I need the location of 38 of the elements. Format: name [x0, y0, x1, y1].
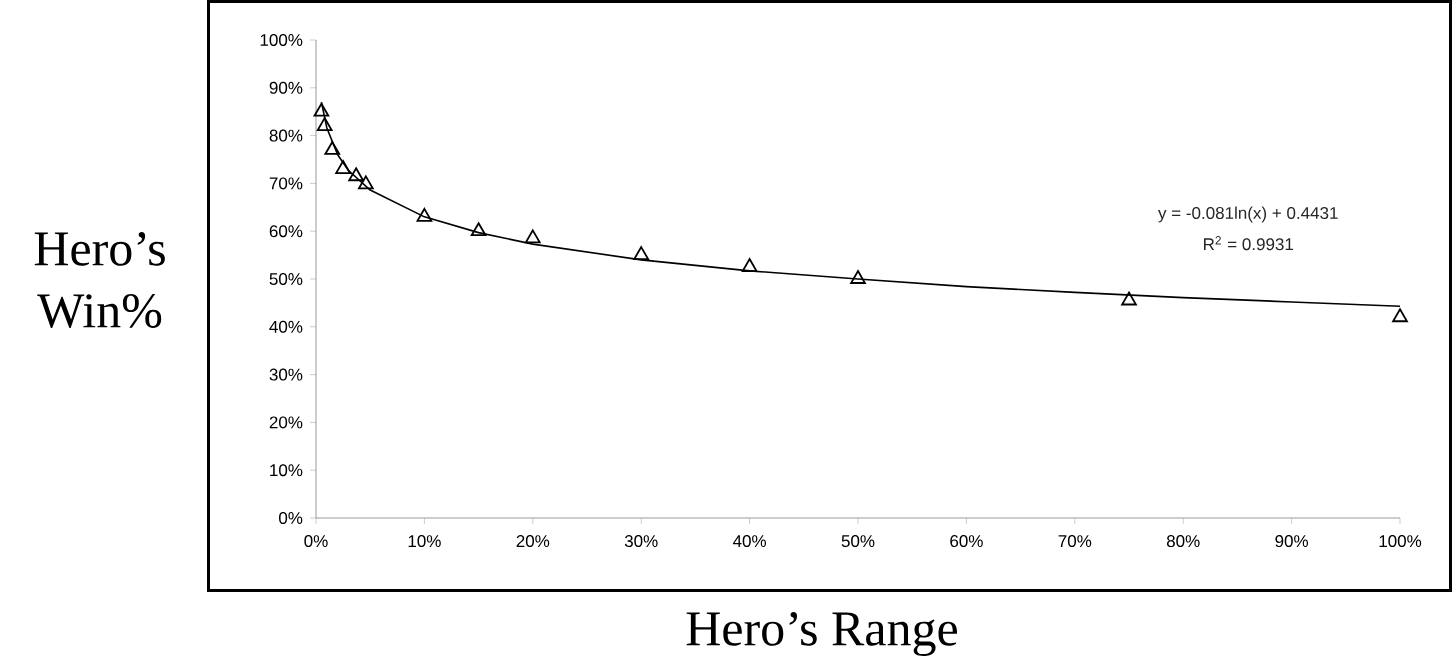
x-tick-label: 100% [1379, 535, 1422, 548]
x-tick-label: 90% [1275, 535, 1309, 548]
point [633, 246, 650, 260]
point [524, 229, 541, 244]
point [348, 167, 364, 182]
point [850, 270, 866, 284]
y-tick-label: 20% [269, 416, 303, 429]
y-tick-label: 40% [269, 320, 303, 333]
x-tick-label: 70% [1058, 535, 1092, 548]
y-tick-label: 80% [269, 129, 303, 142]
point [416, 207, 433, 222]
y-tick-label: 100% [260, 33, 303, 47]
point [1121, 291, 1137, 306]
y-tick-label: 10% [270, 464, 303, 477]
x-tick-label: 50% [841, 535, 875, 548]
y-tick-label: 30% [269, 368, 303, 381]
x-tick-label: 40% [732, 535, 767, 548]
annotation: y = -0.081ln(x) + 0.4431 [1158, 206, 1338, 223]
point [470, 222, 487, 237]
point [316, 117, 333, 131]
point [335, 160, 351, 174]
y-tick-label: 90% [269, 81, 303, 94]
point [358, 175, 374, 190]
x-tick-label: 0% [304, 535, 328, 548]
y-tick-label: 0% [279, 512, 303, 525]
y-tick-label: 70% [269, 177, 303, 190]
point [324, 141, 341, 155]
y-tick-label: 60% [269, 225, 303, 238]
annotation: R$^{2}$ = 0.9931 [1204, 236, 1294, 251]
y-axis-title: Hero’s Win% [34, 231, 165, 328]
y-tick-label: 50% [269, 272, 303, 286]
point [741, 258, 758, 272]
x-tick-label: 10% [408, 535, 441, 548]
x-tick-label: 30% [624, 535, 658, 548]
x-tick-label: 80% [1166, 535, 1200, 548]
x-tick-label: 60% [950, 535, 983, 548]
x-tick-label: 20% [516, 535, 550, 548]
x-axis-title: Hero’s Range [686, 611, 957, 657]
